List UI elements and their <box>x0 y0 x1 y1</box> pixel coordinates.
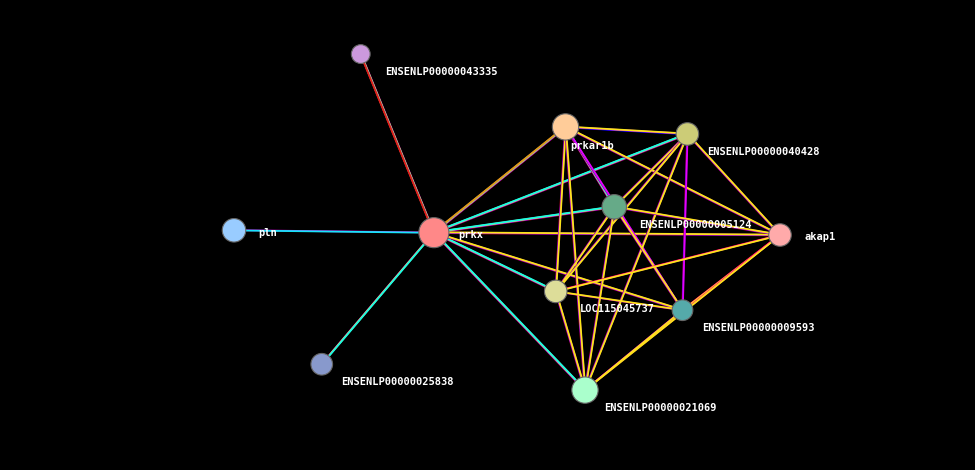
Text: LOC115045737: LOC115045737 <box>580 304 655 314</box>
Text: ENSENLP00000043335: ENSENLP00000043335 <box>385 67 497 77</box>
Ellipse shape <box>222 219 246 242</box>
Text: ENSENLP00000021069: ENSENLP00000021069 <box>604 403 717 413</box>
Text: prkar1b: prkar1b <box>570 141 614 151</box>
Text: pln: pln <box>258 227 277 238</box>
Text: akap1: akap1 <box>804 232 836 243</box>
Ellipse shape <box>553 114 578 140</box>
Ellipse shape <box>572 377 598 403</box>
Ellipse shape <box>544 280 567 303</box>
Ellipse shape <box>419 218 448 248</box>
Ellipse shape <box>351 45 370 63</box>
Text: ENSENLP00000040428: ENSENLP00000040428 <box>707 147 819 157</box>
Text: ENSENLP00000005124: ENSENLP00000005124 <box>639 219 751 230</box>
Text: prkx: prkx <box>458 230 484 240</box>
Text: ENSENLP00000025838: ENSENLP00000025838 <box>341 377 453 387</box>
Ellipse shape <box>768 224 792 246</box>
Ellipse shape <box>602 195 627 219</box>
Ellipse shape <box>311 353 332 375</box>
Text: ENSENLP00000009593: ENSENLP00000009593 <box>702 323 814 333</box>
Ellipse shape <box>676 123 699 145</box>
Ellipse shape <box>672 300 693 321</box>
